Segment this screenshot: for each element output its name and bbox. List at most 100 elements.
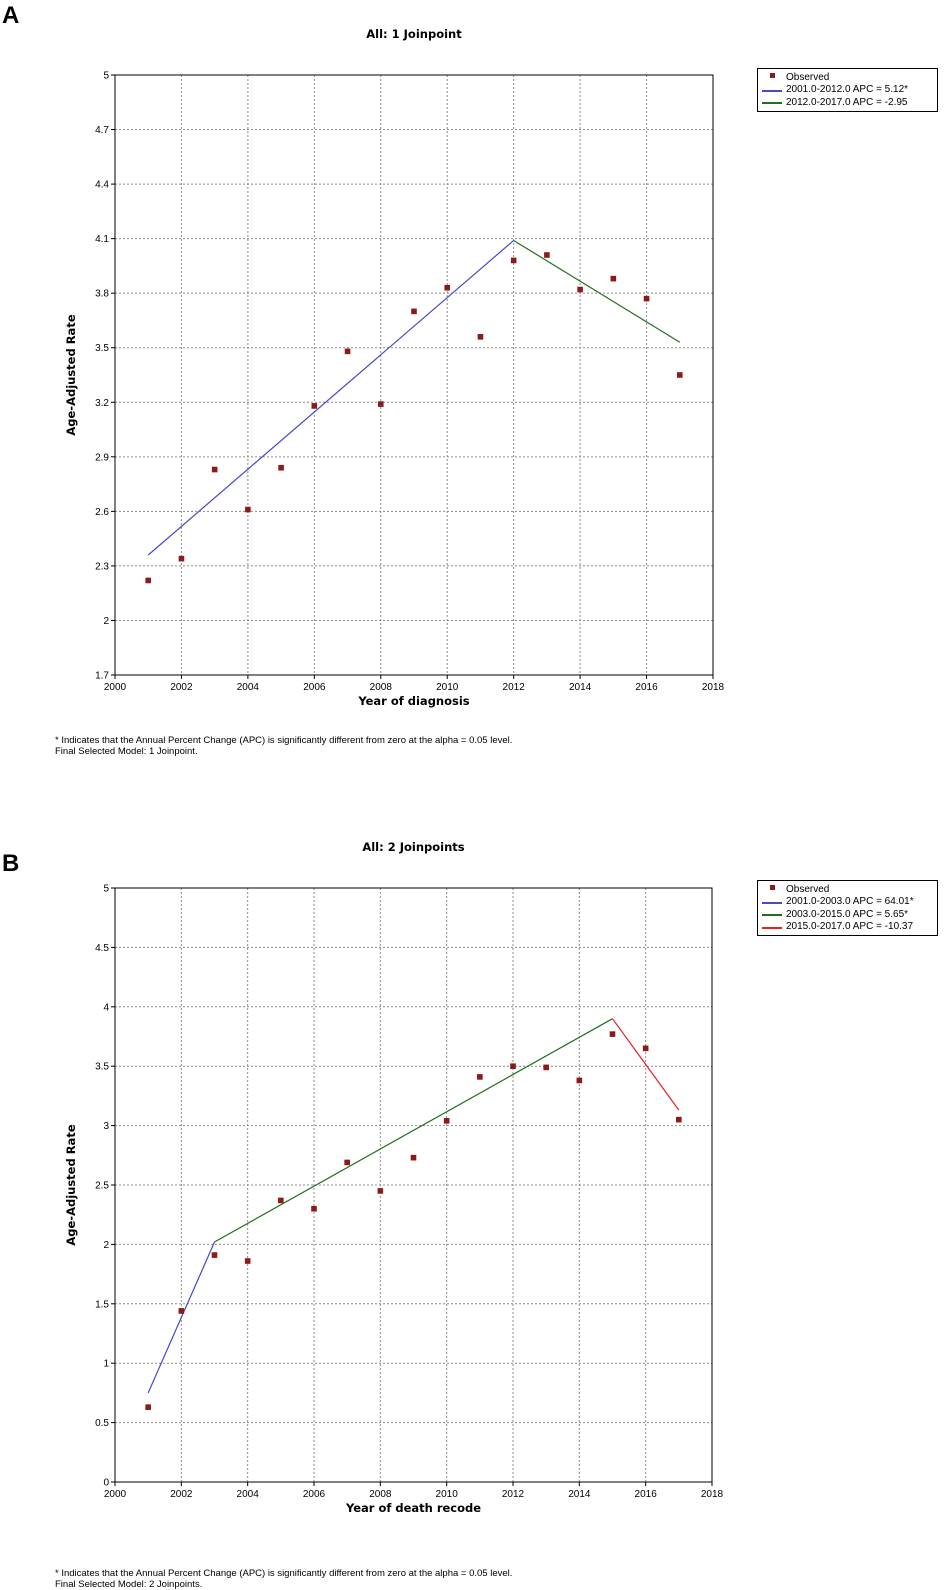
observed-point bbox=[510, 257, 517, 264]
legend-a: Observed 2001.0-2012.0 APC = 5.12* 2012.… bbox=[757, 68, 938, 112]
x-tick-label: 2016 bbox=[635, 682, 658, 693]
legend-label: 2001.0-2012.0 APC = 5.12* bbox=[786, 84, 909, 96]
y-tick-label: 2.6 bbox=[95, 507, 109, 518]
x-tick-label: 2006 bbox=[303, 1489, 326, 1500]
fitted-segment-2 bbox=[513, 239, 681, 343]
y-tick-label: 4.1 bbox=[95, 234, 109, 245]
legend-label: Observed bbox=[786, 883, 830, 895]
chart-title: All: 2 Joinpoints bbox=[362, 840, 464, 854]
blue-line-icon bbox=[761, 85, 783, 95]
observed-point bbox=[344, 348, 351, 355]
legend-label: 2001.0-2003.0 APC = 64.01* bbox=[786, 896, 914, 908]
x-tick-label: 2018 bbox=[701, 1489, 724, 1500]
x-tick-label: 2002 bbox=[170, 682, 193, 693]
green-line-icon bbox=[761, 97, 783, 107]
legend-b: Observed 2001.0-2003.0 APC = 64.01* 2003… bbox=[757, 880, 938, 936]
x-tick-label: 2010 bbox=[436, 1489, 459, 1500]
observed-point bbox=[610, 275, 617, 282]
y-tick-label: 2 bbox=[103, 1240, 109, 1251]
observed-point bbox=[311, 403, 318, 409]
legend-label: 2015.0-2017.0 APC = -10.37 bbox=[786, 921, 914, 933]
legend-label: 2012.0-2017.0 APC = -2.95 bbox=[786, 96, 908, 108]
legend-item-observed: Observed bbox=[761, 71, 933, 84]
observed-point bbox=[444, 284, 451, 291]
observed-point bbox=[477, 334, 484, 340]
x-tick-label: 2012 bbox=[502, 1489, 525, 1500]
fitted-segment-1 bbox=[147, 239, 515, 556]
observed-point bbox=[244, 1258, 251, 1264]
footnote-b: * Indicates that the Annual Percent Chan… bbox=[55, 1568, 512, 1590]
x-tick-label: 2016 bbox=[635, 1489, 658, 1500]
observed-point bbox=[211, 1252, 218, 1258]
y-tick-label: 4.7 bbox=[95, 125, 109, 136]
footnote-significance: * Indicates that the Annual Percent Chan… bbox=[55, 735, 513, 746]
y-axis-label: Age-Adjusted Rate bbox=[64, 1124, 78, 1245]
y-tick-label: 0 bbox=[103, 1478, 109, 1489]
y-tick-label: 3.5 bbox=[95, 1062, 109, 1073]
legend-item-segment-3: 2015.0-2017.0 APC = -10.37 bbox=[761, 921, 933, 934]
legend-item-segment-2: 2003.0-2015.0 APC = 5.65* bbox=[761, 908, 933, 921]
chart-title: All: 1 Joinpoint bbox=[366, 27, 462, 41]
observed-point bbox=[410, 1154, 417, 1161]
x-axis-label: Year of diagnosis bbox=[357, 694, 469, 708]
plot-frame bbox=[114, 74, 714, 676]
observed-point bbox=[245, 506, 251, 513]
observed-point bbox=[145, 577, 152, 584]
green-line-icon bbox=[761, 909, 783, 919]
observed-point bbox=[377, 401, 384, 407]
x-tick-label: 2018 bbox=[702, 682, 725, 693]
y-tick-label: 0.5 bbox=[95, 1418, 109, 1429]
footnote-model: Final Selected Model: 1 Joinpoint. bbox=[55, 746, 198, 757]
red-line-icon bbox=[761, 922, 783, 932]
footnote-model: Final Selected Model: 2 Joinpoints. bbox=[55, 1579, 203, 1590]
observed-point bbox=[344, 1159, 350, 1166]
x-tick-label: 2002 bbox=[170, 1489, 193, 1500]
x-tick-label: 2000 bbox=[104, 1489, 127, 1500]
y-tick-label: 2.5 bbox=[95, 1181, 109, 1192]
legend-item-segment-1: 2001.0-2003.0 APC = 64.01* bbox=[761, 896, 933, 909]
observed-point bbox=[278, 464, 284, 471]
x-tick-label: 2014 bbox=[569, 682, 592, 693]
legend-item-segment-1: 2001.0-2012.0 APC = 5.12* bbox=[761, 84, 933, 97]
observed-point bbox=[544, 252, 550, 258]
y-tick-label: 1.7 bbox=[95, 671, 109, 682]
observed-point bbox=[577, 286, 583, 293]
y-tick-label: 3.2 bbox=[95, 398, 109, 409]
observed-point bbox=[642, 1045, 649, 1052]
chart-panel-b: B All: 2 Joinpoints 2000 2002 2004 2006 2008 2… bbox=[0, 840, 945, 1590]
y-tick-label: 3.5 bbox=[95, 343, 109, 354]
observed-point bbox=[377, 1188, 384, 1194]
fitted-segment-3 bbox=[612, 1018, 680, 1111]
y-tick-label: 4 bbox=[103, 1002, 109, 1013]
joinpoint-chart-a: All: 1 Joinpoint 2000 2002 2004 2006 2008 2010… bbox=[64, 27, 725, 708]
footnote-a: * Indicates that the Annual Percent Chan… bbox=[55, 735, 512, 757]
observed-point bbox=[676, 1116, 682, 1123]
observed-point bbox=[543, 1064, 549, 1071]
x-tick-label: 2008 bbox=[369, 1489, 392, 1500]
footnote-significance: * Indicates that the Annual Percent Chan… bbox=[55, 1568, 513, 1579]
y-axis-label: Age-Adjusted Rate bbox=[64, 314, 78, 435]
panel-label-b: B bbox=[2, 850, 20, 877]
observed-point bbox=[278, 1197, 284, 1204]
observed-marker-icon bbox=[761, 72, 783, 82]
x-axis-label: Year of death recode bbox=[345, 1501, 481, 1515]
chart-panel-a: A All: 1 Joinpoint 2000 2002 2004 2006 2008 20… bbox=[0, 0, 945, 780]
y-tick-label: 2.9 bbox=[95, 452, 109, 463]
observed-point bbox=[510, 1063, 516, 1069]
panel-label-a: A bbox=[2, 2, 20, 29]
blue-line-icon bbox=[761, 897, 783, 907]
y-tick-label: 4.4 bbox=[95, 180, 109, 191]
observed-point bbox=[178, 555, 185, 562]
observed-point bbox=[609, 1031, 616, 1037]
x-tick-label: 2004 bbox=[237, 682, 260, 693]
x-tick-label: 2000 bbox=[104, 682, 127, 693]
observed-point bbox=[211, 466, 218, 473]
plot-area bbox=[115, 75, 713, 675]
observed-point bbox=[411, 308, 417, 315]
y-tick-label: 4.5 bbox=[95, 943, 109, 954]
y-tick-label: 2.3 bbox=[95, 561, 109, 572]
observed-point bbox=[443, 1118, 450, 1124]
observed-marker-icon bbox=[761, 884, 783, 894]
x-tick-label: 2006 bbox=[303, 682, 326, 693]
